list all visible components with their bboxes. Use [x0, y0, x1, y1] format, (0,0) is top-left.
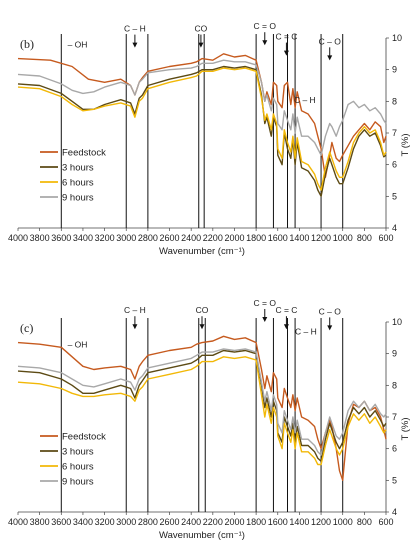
y-tick-label: 4 — [392, 223, 397, 233]
series-line-9-hours — [17, 59, 387, 156]
y-tick-label: 8 — [392, 96, 397, 106]
legend-label: Feedstock — [62, 148, 106, 159]
peak-annotation-label: C – H — [124, 305, 146, 315]
y-tick-label: 10 — [392, 317, 402, 327]
x-tick-label: 2800 — [138, 517, 158, 527]
x-tick-label: 3000 — [116, 517, 136, 527]
annotation-arrow-head — [283, 324, 289, 330]
x-tick-label: 3200 — [95, 517, 115, 527]
series-line-3-hours — [17, 349, 387, 462]
legend-label: Feedstock — [62, 432, 106, 443]
x-tick-label: 4000 — [8, 233, 28, 243]
x-tick-label: 2600 — [160, 517, 180, 527]
x-tick-label: 2200 — [203, 517, 223, 527]
x-tick-label: 600 — [378, 233, 393, 243]
x-tick-label: 800 — [357, 517, 372, 527]
series-line-6-hours — [17, 67, 387, 191]
x-tick-label: 2800 — [138, 233, 158, 243]
peak-annotation-label: – OH — [68, 339, 88, 349]
x-tick-label: 1000 — [333, 233, 353, 243]
peak-annotation-label: C = O — [254, 298, 277, 308]
y-tick-label: 6 — [392, 160, 397, 170]
y-tick-label: 5 — [392, 191, 397, 201]
series-line-feedstock — [17, 335, 387, 481]
x-tick-label: 3600 — [51, 233, 71, 243]
peak-annotation-label: C = C — [275, 305, 297, 315]
series-line-6-hours — [17, 356, 387, 466]
y-tick-label: 9 — [392, 349, 397, 359]
peak-annotation-label: C = C — [275, 32, 297, 42]
x-tick-label: 1600 — [268, 517, 288, 527]
x-tick-label: 3800 — [30, 233, 50, 243]
peak-annotation-label: CO — [195, 24, 208, 34]
legend-label: 9 hours — [62, 193, 94, 204]
panel-label: (b) — [20, 37, 34, 51]
annotation-arrow-head — [327, 325, 333, 331]
y-tick-label: 4 — [392, 507, 397, 517]
y-tick-label: 8 — [392, 380, 397, 390]
y-tick-label: 9 — [392, 65, 397, 75]
peak-annotation-label: CO — [196, 305, 209, 315]
series-line-9-hours — [17, 348, 387, 456]
x-tick-label: 800 — [357, 233, 372, 243]
annotation-arrow-head — [132, 324, 138, 330]
x-tick-label: 4000 — [8, 517, 28, 527]
x-tick-label: 2400 — [181, 517, 201, 527]
peak-annotation-label: C = O — [254, 21, 277, 31]
peak-annotation-label: C – H — [124, 24, 146, 34]
x-tick-label: 1200 — [311, 517, 331, 527]
peak-annotation-label: C – H — [294, 95, 316, 105]
x-tick-label: 2200 — [203, 233, 223, 243]
x-tick-label: 2600 — [160, 233, 180, 243]
legend-label: 6 hours — [62, 462, 94, 473]
x-tick-label: 3400 — [73, 517, 93, 527]
y-tick-label: 7 — [392, 128, 397, 138]
legend-label: 6 hours — [62, 178, 94, 189]
x-tick-label: 2000 — [224, 233, 244, 243]
x-tick-label: 1600 — [268, 233, 288, 243]
panel-label: (c) — [20, 321, 33, 335]
peak-annotation-label: C – O — [319, 306, 342, 316]
y-axis-title: T (%) — [400, 133, 411, 156]
peak-annotation-label: C – H — [295, 327, 317, 337]
annotation-arrow-head — [262, 317, 268, 322]
legend-label: 3 hours — [62, 447, 94, 458]
annotation-arrow-head — [283, 50, 289, 56]
peak-annotation-label: C – O — [319, 36, 342, 46]
x-tick-label: 2000 — [224, 517, 244, 527]
x-tick-label: 3200 — [95, 233, 115, 243]
annotation-arrow-head — [199, 324, 205, 330]
x-tick-label: 1000 — [333, 517, 353, 527]
legend-label: 9 hours — [62, 477, 94, 488]
annotation-arrow-head — [327, 55, 333, 61]
x-tick-label: 1800 — [246, 517, 266, 527]
x-tick-label: 1200 — [311, 233, 331, 243]
peak-annotation-label: – OH — [68, 40, 88, 50]
x-axis-title: Wavenumber (cm⁻¹) — [159, 530, 245, 541]
y-tick-label: 5 — [392, 475, 397, 485]
x-axis-title: Wavenumber (cm⁻¹) — [159, 246, 245, 257]
x-tick-label: 1400 — [289, 517, 309, 527]
x-tick-label: 3600 — [51, 517, 71, 527]
x-tick-label: 600 — [378, 517, 393, 527]
x-tick-label: 3400 — [73, 233, 93, 243]
y-axis-title: T (%) — [400, 417, 411, 440]
annotation-arrow-head — [132, 42, 138, 48]
annotation-arrow-head — [262, 40, 268, 46]
y-tick-label: 6 — [392, 444, 397, 454]
x-tick-label: 3000 — [116, 233, 136, 243]
chart-panel-1: 4000 3800 3600 3400 3200 3000 2800 2600 2400 2200… — [8, 298, 411, 541]
x-tick-label: 1400 — [289, 233, 309, 243]
chart-panel-0: 4000 3800 3600 3400 3200 3000 2800 2600 2400 2200… — [8, 21, 411, 257]
series-line-feedstock — [17, 53, 387, 179]
legend-label: 3 hours — [62, 163, 94, 174]
y-tick-label: 10 — [392, 33, 402, 43]
x-tick-label: 1800 — [246, 233, 266, 243]
x-tick-label: 3800 — [30, 517, 50, 527]
annotation-arrow-head — [198, 42, 204, 48]
x-tick-label: 2400 — [181, 233, 201, 243]
y-tick-label: 7 — [392, 412, 397, 422]
